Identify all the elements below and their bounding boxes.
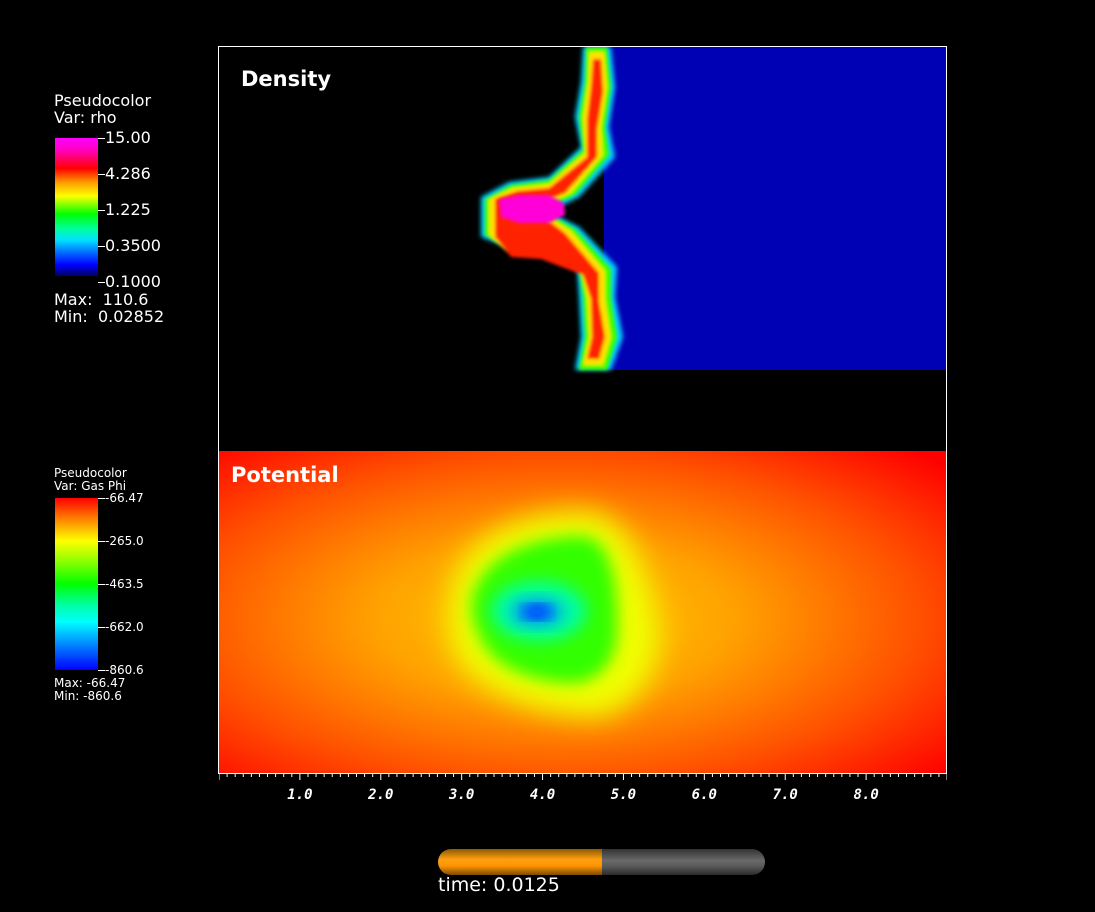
- density-colorbar-tick-mark: [98, 282, 105, 283]
- time-progress-bar: [438, 849, 765, 875]
- plot-frame: [218, 46, 947, 774]
- density-colorbar-tick-label: 0.1000: [105, 272, 161, 291]
- density-legend-max: Max: 110.6: [54, 290, 149, 309]
- potential-legend-max: Max: -66.47: [54, 676, 126, 690]
- density-legend-var: Var: rho: [54, 107, 117, 127]
- density-legend-title: Pseudocolor: [54, 91, 152, 110]
- x-tick-label: 1.0: [287, 787, 313, 803]
- x-axis: 1.0 2.0 3.0 4.0 5.0 6.0 7.0 8.0: [219, 774, 947, 814]
- density-legend: Pseudocolor Var: rho: [54, 91, 152, 127]
- potential-colorbar-tick-mark: [98, 541, 105, 542]
- potential-colorbar-tick-label: -860.6: [105, 663, 144, 677]
- density-legend-min: Min: 0.02852: [54, 306, 165, 326]
- potential-colorbar-tick-label: -662.0: [105, 620, 144, 634]
- density-colorbar-tick-mark: [98, 138, 105, 139]
- time-label: time: 0.0125: [438, 874, 560, 896]
- density-plot: Density: [219, 47, 947, 451]
- density-colorbar-tick-label: 4.286: [105, 164, 151, 183]
- potential-legend-title: Pseudocolor: [54, 466, 127, 480]
- time-progress-fill: [438, 849, 602, 875]
- potential-colorbar-tick-mark: [98, 627, 105, 628]
- potential-colorbar-tick-mark: [98, 498, 105, 499]
- potential-legend-stats: Max: -66.47 Min: -860.6: [54, 677, 125, 702]
- x-axis-minor-ticks: [219, 774, 947, 780]
- x-tick-label: 4.0: [529, 787, 556, 803]
- x-tick-label: 6.0: [691, 787, 717, 803]
- density-title: Density: [241, 67, 332, 91]
- potential-title: Potential: [231, 463, 339, 487]
- potential-colorbar-tick-label: -66.47: [105, 491, 144, 505]
- potential-field: [219, 451, 947, 774]
- x-tick-label: 2.0: [368, 787, 394, 803]
- density-legend-stats: Max: 110.6 Min: 0.02852: [54, 290, 165, 326]
- potential-legend-var: Var: Gas Phi: [54, 478, 127, 493]
- x-tick-label: 5.0: [610, 787, 637, 803]
- x-tick-label: 8.0: [853, 787, 879, 803]
- potential-colorbar-tick-mark: [98, 584, 105, 585]
- density-colorbar-tick-mark: [98, 246, 105, 247]
- potential-legend: Pseudocolor Var: Gas Phi: [54, 467, 127, 492]
- density-colorbar-tick-mark: [98, 210, 105, 211]
- x-tick-label: 7.0: [772, 787, 798, 803]
- potential-colorbar: [55, 498, 98, 670]
- potential-legend-min: Min: -860.6: [54, 688, 122, 703]
- potential-minimum: [525, 606, 549, 618]
- density-ambient-region: [604, 47, 947, 370]
- density-colorbar-tick-label: 15.00: [105, 128, 151, 147]
- potential-plot: Potential: [219, 451, 947, 774]
- potential-colorbar-tick-mark: [98, 670, 105, 671]
- density-field: [481, 47, 947, 370]
- potential-colorbar-tick-label: -463.5: [105, 577, 144, 591]
- x-tick-label: 3.0: [449, 787, 475, 803]
- potential-colorbar-tick-label: -265.0: [105, 534, 144, 548]
- density-clump-core: [499, 195, 565, 223]
- density-colorbar-tick-label: 0.3500: [105, 236, 161, 255]
- density-colorbar: [55, 138, 98, 276]
- density-colorbar-tick-label: 1.225: [105, 200, 151, 219]
- density-colorbar-tick-mark: [98, 174, 105, 175]
